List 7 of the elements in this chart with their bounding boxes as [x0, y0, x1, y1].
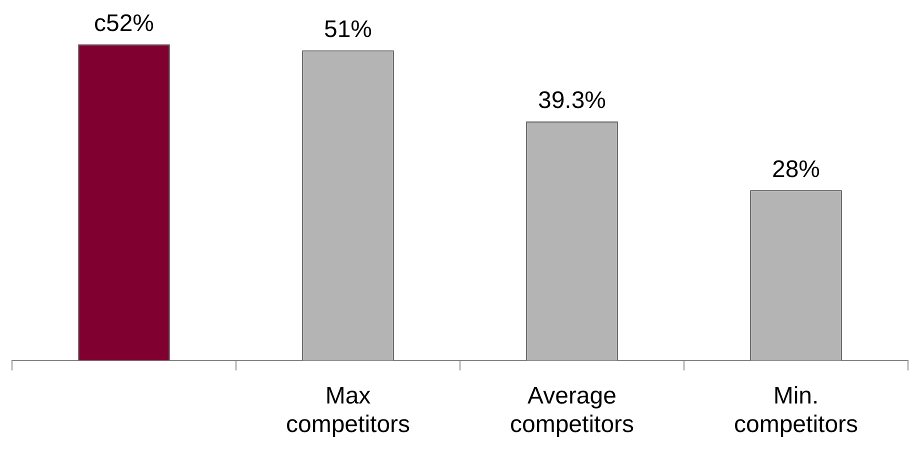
data-label: 51% — [324, 16, 372, 43]
x-tick-label: Average competitors — [510, 382, 634, 438]
data-label: c52% — [94, 10, 154, 37]
x-tick-label: Max competitors — [286, 382, 410, 438]
x-tick-label: Min. competitors — [734, 382, 858, 438]
data-label: 39.3% — [538, 87, 606, 114]
data-label: 28% — [772, 156, 820, 183]
